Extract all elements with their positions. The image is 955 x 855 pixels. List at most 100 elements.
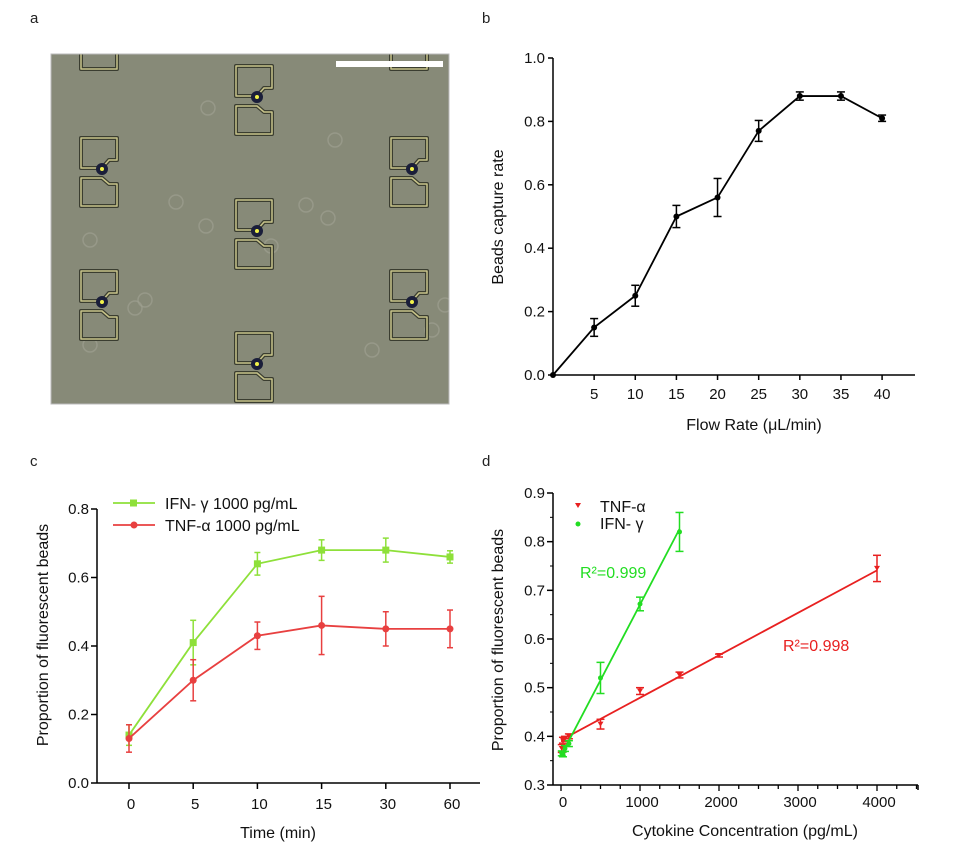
b-data-point (632, 292, 639, 299)
debris-bubble (298, 197, 314, 213)
d-legend-label: IFN- γ (600, 516, 644, 533)
panel-label-b: b (482, 10, 491, 27)
bead-trap (234, 198, 274, 270)
trap-outline-highlight (390, 54, 428, 70)
bead-fluorescent-core (100, 167, 104, 171)
b-xtick-label: 30 (791, 386, 808, 403)
debris-bubble (137, 292, 153, 308)
d-ytick-label: 0.6 (524, 631, 545, 648)
panel-label-d: d (482, 453, 491, 470)
bead-fluorescent-core (100, 300, 104, 304)
b-data-point (837, 93, 844, 100)
c-xtick-label: 5 (191, 796, 199, 813)
micrograph-image (50, 1, 450, 474)
bead-trap (234, 331, 274, 403)
b-y-axis-label: Beads capture rate (490, 149, 507, 284)
d-data-point (598, 675, 603, 681)
b-data-point (591, 324, 598, 331)
b-data-point (796, 93, 803, 100)
debris-bubble (198, 218, 214, 234)
chart-time-course: 0.0 0.2 0.4 0.6 0.8 0 5 10 15 30 60 Time (min) Propo… (35, 496, 480, 842)
debris-bubble (82, 232, 98, 248)
trap-outline-highlight (81, 406, 117, 436)
d-ytick-label: 0.5 (524, 680, 545, 697)
c-y-axis-label: Proportion of fluorescent beads (35, 524, 52, 746)
d-ytick-label: 0.4 (524, 728, 545, 745)
b-xtick-label: 40 (874, 386, 891, 403)
c-xtick-label: 10 (251, 796, 268, 813)
d-ytick-label: 0.9 (524, 485, 545, 502)
chart-capture-rate: 0.0 0.2 0.4 0.6 0.8 1.0 5 10 15 20 25 30 35 40 Flow Ra… (490, 50, 915, 434)
c-data-point (253, 560, 261, 568)
b-data-point (550, 372, 556, 378)
d-y-axis-label: Proportion of fluorescent beads (490, 529, 507, 751)
c-ytick-label: 0.6 (68, 570, 89, 587)
d-legend-label: TNF-α (600, 499, 646, 516)
c-data-point (189, 676, 197, 684)
d-xtick-label: 2000 (704, 794, 737, 811)
c-legend-label: TNF-α 1000 pg/mL (165, 518, 300, 535)
b-xtick-label: 25 (750, 386, 767, 403)
trap-outline (391, 1, 427, 31)
d-r2-annotation: R²=0.998 (783, 638, 849, 655)
trap-outline-highlight (80, 137, 118, 169)
d-ytick-label: 0.3 (524, 777, 545, 794)
c-x-axis-label: Time (min) (240, 825, 316, 842)
c-ytick-label: 0.2 (68, 707, 89, 724)
d-xtick-label: 3000 (783, 794, 816, 811)
trap-outline-highlight (390, 270, 428, 302)
b-xtick-label: 35 (833, 386, 850, 403)
b-data-point (879, 115, 886, 122)
micrograph-border (50, 53, 450, 405)
b-series-line (552, 95, 883, 376)
bead-trap (389, 269, 429, 341)
trap-outline-highlight (391, 1, 427, 31)
trap-outline-highlight (235, 65, 273, 97)
b-data-point (673, 213, 680, 220)
c-data-point (382, 546, 390, 554)
d-ytick-label: 0.8 (524, 534, 545, 551)
d-data-point (565, 733, 572, 739)
d-data-point (716, 653, 722, 659)
c-ytick-label: 0.8 (68, 501, 89, 518)
trap-outline (391, 446, 427, 474)
bead-fluorescent-core (410, 167, 414, 171)
c-legend-marker (130, 499, 137, 507)
d-legend-marker (575, 521, 581, 527)
c-legend-label: IFN- γ 1000 pg/mL (165, 496, 298, 513)
c-data-point (318, 546, 326, 554)
bead-fluorescent-core (255, 362, 259, 366)
debris-bubble (200, 100, 216, 116)
trap-outline-highlight (80, 270, 118, 302)
d-xtick-label: 1000 (625, 794, 658, 811)
c-data-point (253, 632, 261, 640)
debris-bubble (364, 342, 380, 358)
c-series-line (128, 549, 451, 736)
b-xtick-label: 5 (590, 386, 598, 403)
b-xtick-label: 10 (627, 386, 644, 403)
trap-outline-highlight (80, 54, 118, 70)
panel-label-a: a (30, 10, 39, 27)
trap-outline (81, 406, 117, 436)
b-xtick-label: 15 (668, 386, 685, 403)
b-x-axis-label: Flow Rate (μL/min) (686, 417, 821, 434)
b-ytick-label: 1.0 (524, 50, 545, 67)
c-ytick-label: 0.0 (68, 775, 89, 792)
chart-calibration: 0.3 0.4 0.5 0.6 0.7 0.8 0.9 0 1000 2000 3000 4000Cy… (490, 485, 919, 840)
debris-bubble (437, 297, 449, 313)
b-ytick-label: 0.6 (524, 177, 545, 194)
c-xtick-label: 0 (127, 796, 135, 813)
bead-trap (389, 136, 429, 208)
bead-trap (81, 406, 117, 474)
b-ytick-label: 0.4 (524, 240, 545, 257)
d-data-point (597, 721, 604, 727)
trap-outline-highlight (390, 177, 428, 207)
trap-outline-highlight (390, 137, 428, 169)
c-data-point (446, 625, 454, 633)
bead-trap (234, 64, 274, 136)
d-r2-annotation: R²=0.999 (580, 565, 646, 582)
bead-trap (391, 406, 427, 474)
debris-bubble (320, 210, 336, 226)
d-xtick-label: 4000 (862, 794, 895, 811)
